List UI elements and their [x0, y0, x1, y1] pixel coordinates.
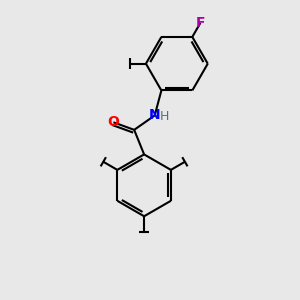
- Text: O: O: [107, 115, 119, 129]
- Text: F: F: [196, 16, 205, 30]
- Text: N: N: [149, 109, 161, 122]
- Text: H: H: [159, 110, 169, 124]
